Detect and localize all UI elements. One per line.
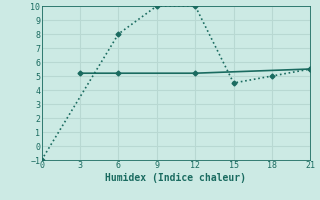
X-axis label: Humidex (Indice chaleur): Humidex (Indice chaleur)	[106, 173, 246, 183]
